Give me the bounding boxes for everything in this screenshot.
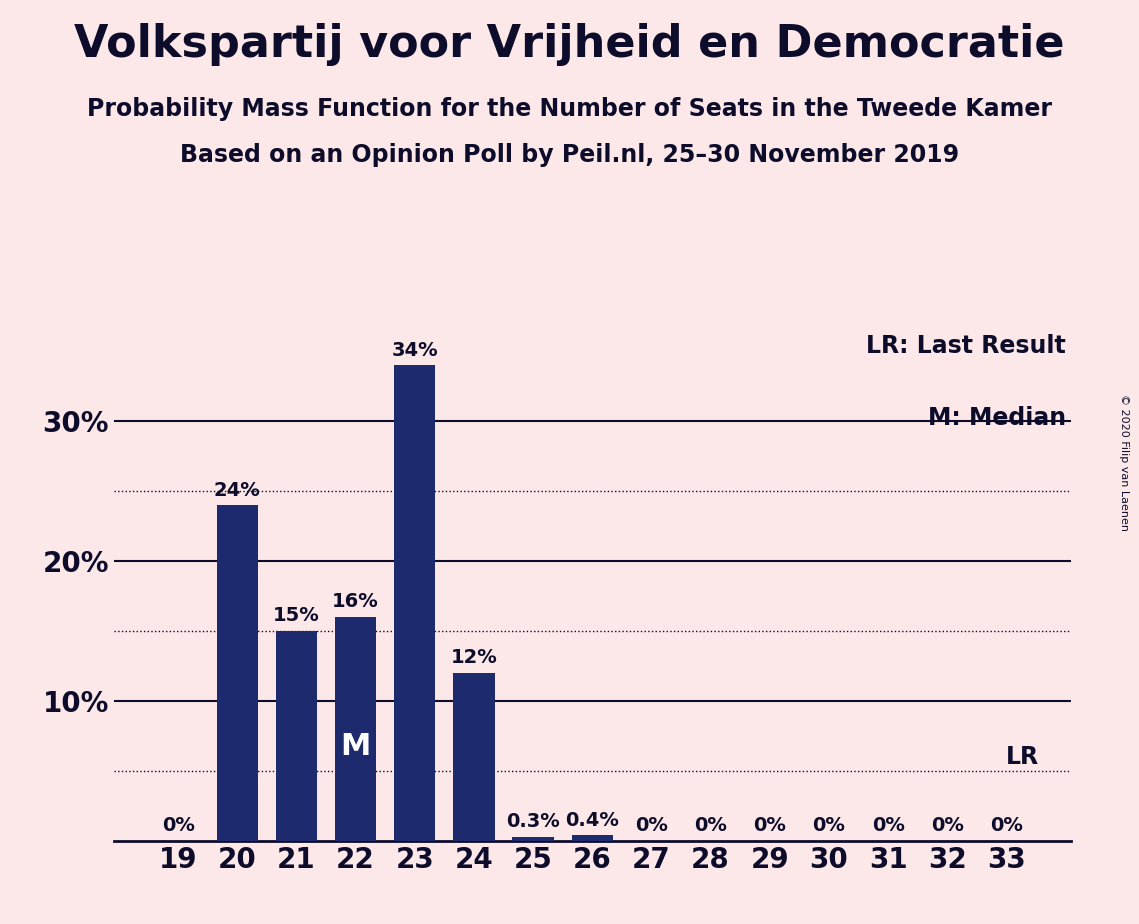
Text: LR: Last Result: LR: Last Result [866, 334, 1066, 358]
Text: 34%: 34% [392, 341, 439, 359]
Text: 12%: 12% [451, 649, 498, 667]
Text: 0%: 0% [636, 816, 667, 835]
Text: © 2020 Filip van Laenen: © 2020 Filip van Laenen [1120, 394, 1129, 530]
Text: Probability Mass Function for the Number of Seats in the Tweede Kamer: Probability Mass Function for the Number… [87, 97, 1052, 121]
Text: Volkspartij voor Vrijheid en Democratie: Volkspartij voor Vrijheid en Democratie [74, 23, 1065, 67]
Text: 0%: 0% [871, 816, 904, 835]
Text: 0%: 0% [162, 816, 195, 835]
Text: Based on an Opinion Poll by Peil.nl, 25–30 November 2019: Based on an Opinion Poll by Peil.nl, 25–… [180, 143, 959, 167]
Text: M: M [341, 733, 371, 761]
Bar [572, 835, 613, 841]
Bar [394, 365, 435, 841]
Text: 16%: 16% [333, 592, 379, 612]
Text: M: Median: M: Median [928, 407, 1066, 431]
Text: 0%: 0% [694, 816, 727, 835]
Bar [216, 505, 257, 841]
Text: 24%: 24% [214, 480, 261, 500]
Bar [453, 673, 494, 841]
Text: 0.4%: 0.4% [565, 810, 620, 830]
Text: 15%: 15% [273, 606, 320, 626]
Text: LR: LR [1006, 745, 1039, 769]
Text: 0%: 0% [931, 816, 964, 835]
Text: 0%: 0% [753, 816, 786, 835]
Bar [276, 631, 317, 841]
Text: 0%: 0% [812, 816, 845, 835]
Text: 0%: 0% [990, 816, 1023, 835]
Bar [513, 836, 554, 841]
Bar [335, 617, 376, 841]
Text: 0.3%: 0.3% [506, 812, 560, 831]
